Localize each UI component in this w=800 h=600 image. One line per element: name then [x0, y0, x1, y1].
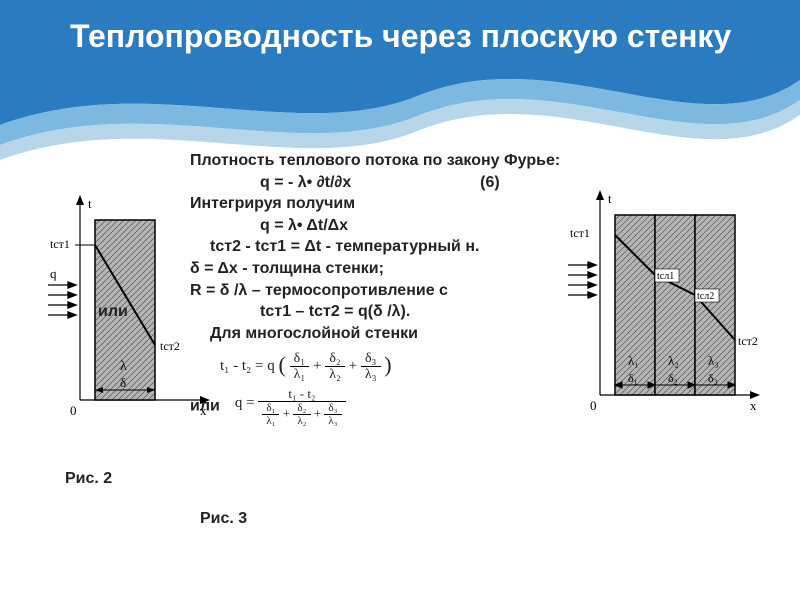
figure-2-svg: t x 0 q tст1 tст2 λ δ — [40, 190, 220, 440]
figure-3-caption: Рис. 3 — [200, 510, 247, 528]
slide-title: Теплопроводность через плоскую стенку — [70, 18, 760, 55]
body-text: Плотность теплового потока по закону Фур… — [190, 150, 620, 431]
line-9: Для многослойной стенки — [190, 323, 620, 345]
or-label-left: или — [98, 303, 128, 321]
figure-3-svg: t x 0 tст1 tсл1 tсл2 tст2 λ₁ λ₂ λ₃ δ₁ δ₂… — [560, 185, 770, 435]
svg-text:tст1: tст1 — [50, 237, 70, 251]
svg-text:tст2: tст2 — [738, 334, 758, 348]
svg-text:q: q — [50, 266, 57, 281]
svg-text:δ₁: δ₁ — [628, 371, 638, 385]
svg-text:λ₃: λ₃ — [708, 353, 719, 368]
svg-text:t: t — [88, 196, 92, 211]
line-1: Плотность теплового потока по закону Фур… — [190, 152, 560, 169]
svg-text:0: 0 — [70, 403, 77, 418]
line-8: tст1 – tст2 = q(δ /λ). — [190, 301, 620, 323]
svg-text:x: x — [200, 403, 207, 418]
svg-text:x: x — [750, 398, 757, 413]
svg-text:tст2: tст2 — [160, 339, 180, 353]
svg-text:0: 0 — [590, 398, 597, 413]
line-5: tст2 - tст1 = Δt - температурный н. — [190, 236, 620, 258]
svg-text:δ₃: δ₃ — [708, 371, 718, 385]
line-4: q = λ• Δt/Δx — [190, 215, 620, 237]
svg-text:tст1: tст1 — [570, 226, 590, 240]
line-2: q = - λ• ∂t/∂x (6) — [190, 172, 620, 194]
svg-text:λ₁: λ₁ — [628, 353, 639, 368]
figure-3: t x 0 tст1 tсл1 tсл2 tст2 λ₁ λ₂ λ₃ δ₁ δ₂… — [560, 185, 770, 440]
figure-2-caption: Рис. 2 — [65, 470, 112, 488]
svg-text:tсл1: tсл1 — [657, 271, 674, 282]
figure-2: t x 0 q tст1 tст2 λ δ — [40, 190, 220, 445]
svg-text:t: t — [608, 191, 612, 206]
svg-text:λ: λ — [120, 359, 127, 374]
svg-text:δ: δ — [120, 375, 126, 390]
line-7: R = δ /λ – термосопротивление с — [190, 282, 448, 299]
equation-2: или q = t₁ - t₂ δ₁λ₁ + δ₂λ₂ + δ₃λ₃ — [190, 387, 620, 427]
slide: Теплопроводность через плоскую стенку Пл… — [0, 0, 800, 600]
svg-text:λ₂: λ₂ — [668, 353, 679, 368]
svg-text:δ₂: δ₂ — [668, 371, 678, 385]
svg-text:tсл2: tсл2 — [697, 291, 714, 302]
